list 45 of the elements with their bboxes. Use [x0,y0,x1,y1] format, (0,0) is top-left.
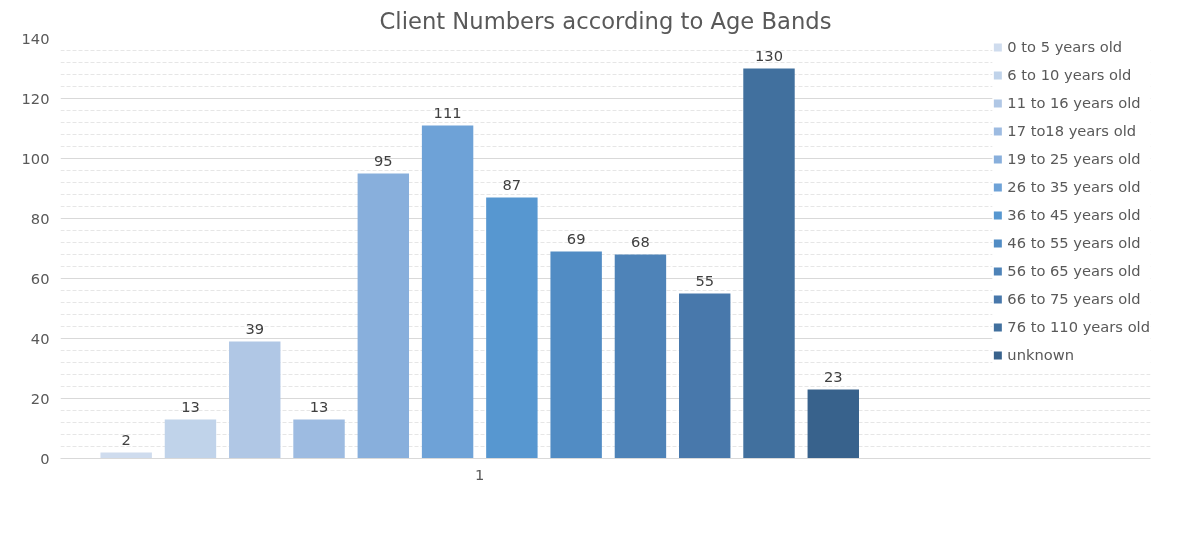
data-label: 130 [755,46,783,64]
bar [357,173,410,459]
legend-label: 11 to 16 years old [1007,94,1141,111]
legend-label: 0 to 5 years old [1007,38,1123,55]
data-label: 68 [631,232,650,250]
legend-label: 6 to 10 years old [1007,66,1132,83]
y-tick-label: 0 [40,449,50,467]
legend-label: 36 to 45 years old [1007,206,1141,223]
legend-label: 66 to 75 years old [1007,290,1141,307]
bar [614,254,667,459]
legend-label: 19 to 25 years old [1007,150,1141,167]
data-label: 23 [823,367,843,385]
y-tick-label: 100 [21,149,50,167]
chart-title: Client Numbers according to Age Bands [379,7,832,34]
bar [486,197,538,459]
data-label: 95 [373,151,393,169]
bar [679,293,731,459]
legend-label: 46 to 55 years old [1007,234,1141,251]
y-tick-label: 80 [30,209,50,227]
bar [421,125,474,459]
bar [807,389,859,459]
legend-label: 76 to 110 years old [1007,318,1150,335]
data-label: 13 [181,397,200,415]
bar [164,419,217,459]
data-label: 87 [502,175,522,193]
y-tick-label: 140 [21,29,50,47]
y-tick-label: 40 [30,329,50,347]
bar [229,341,281,459]
data-label: 13 [309,397,329,415]
legend-label: unknown [1007,346,1074,363]
data-label: 69 [566,229,586,247]
x-tick-label: 1 [475,465,485,483]
data-label: 55 [695,271,715,289]
legend-label: 26 to 35 years old [1007,178,1141,195]
legend-label: 56 to 65 years old [1007,262,1141,279]
bar [293,419,345,459]
data-label: 2 [121,430,131,448]
bar [743,68,795,459]
legend-label: 17 to18 years old [1007,122,1137,139]
y-tick-label: 120 [21,89,50,107]
bar [550,251,602,459]
data-label: 39 [245,319,265,337]
y-tick-label: 60 [30,269,50,287]
data-label: 111 [433,103,462,121]
y-tick-label: 20 [30,389,50,407]
